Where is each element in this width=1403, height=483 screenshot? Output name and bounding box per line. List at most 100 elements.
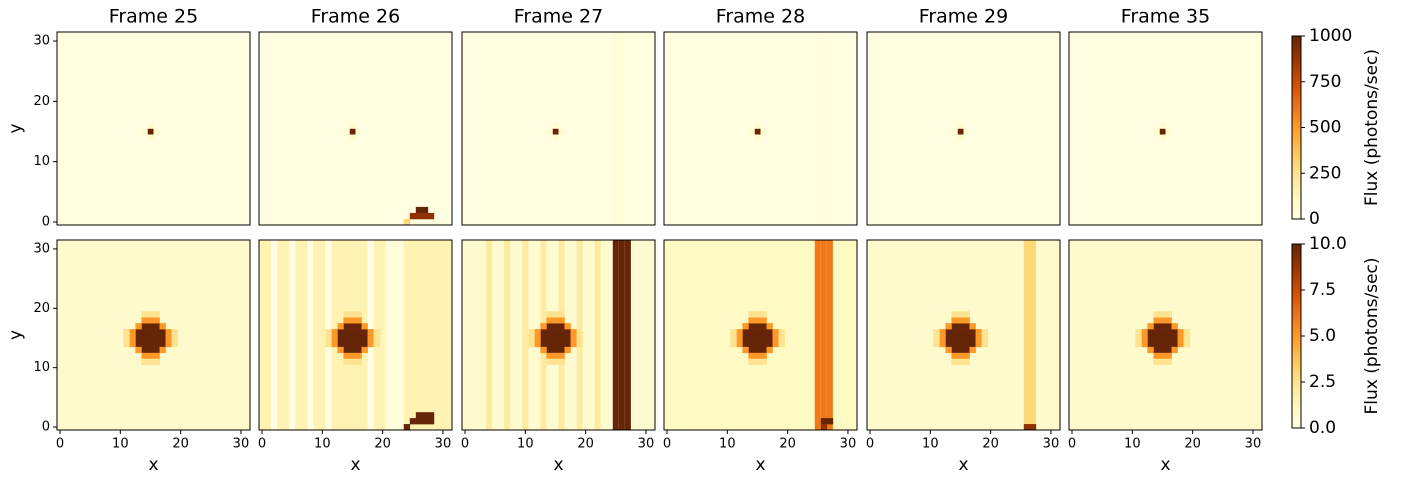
colorbar-tick-label: 0.0 — [1309, 418, 1336, 438]
pixel — [945, 329, 952, 336]
pixel — [766, 335, 773, 342]
pixel — [159, 335, 166, 342]
x-tick-label: 20 — [779, 437, 796, 452]
pixel — [748, 329, 755, 336]
pixel — [153, 329, 160, 336]
pixel — [939, 335, 946, 342]
pixel — [558, 323, 565, 330]
pixel — [564, 323, 571, 330]
pixel — [123, 340, 130, 348]
pixel — [343, 128, 350, 135]
pixel — [558, 358, 565, 365]
pixel — [135, 329, 142, 336]
colorbar-tick-label: 750 — [1309, 72, 1341, 92]
pixel — [951, 317, 958, 324]
pixel — [981, 335, 988, 342]
pixel — [766, 323, 773, 330]
colorbar-tick-label: 250 — [1309, 163, 1341, 183]
pixel — [748, 352, 755, 360]
pixel — [730, 329, 737, 336]
pixel — [349, 329, 356, 336]
pixel — [343, 329, 350, 336]
pixel — [778, 335, 785, 342]
y-tick-label: 0 — [42, 420, 50, 435]
pixel — [754, 311, 761, 318]
pixel — [1165, 329, 1172, 336]
pixel — [343, 352, 350, 360]
pixel — [957, 128, 964, 135]
pixel — [748, 346, 755, 354]
pixel — [135, 346, 142, 354]
pixel — [427, 212, 435, 220]
pixel — [546, 329, 553, 336]
pixel — [975, 329, 982, 336]
pixel — [945, 323, 952, 330]
pixel — [1165, 335, 1172, 342]
column — [618, 240, 625, 430]
x-tick-label: 20 — [1184, 437, 1201, 452]
x-tick-label: 20 — [374, 437, 391, 452]
pixel — [147, 340, 154, 348]
pixel — [748, 335, 755, 342]
axes-frame — [866, 31, 1061, 226]
pixel — [760, 358, 767, 365]
pixel — [153, 323, 160, 330]
pixel — [540, 335, 547, 342]
pixel — [957, 340, 964, 348]
pixel — [540, 323, 547, 330]
panel-title: Frame 27 — [514, 6, 603, 28]
pixel — [1141, 340, 1148, 348]
pixel — [331, 340, 338, 348]
pixel — [558, 329, 565, 336]
pixel — [564, 346, 571, 354]
pixel — [564, 329, 571, 336]
pixel — [552, 329, 559, 336]
pixel — [325, 329, 332, 336]
x-tick-label: 0 — [461, 437, 469, 452]
pixel — [951, 346, 958, 354]
pixel — [135, 323, 142, 330]
pixel — [570, 340, 577, 348]
pixel — [1159, 335, 1166, 342]
pixel — [1177, 329, 1184, 336]
colorbar-tick-label: 500 — [1309, 118, 1341, 138]
pixel — [343, 358, 350, 365]
pixel — [1153, 323, 1160, 330]
x-tick-label: 30 — [1245, 437, 1262, 452]
panel — [1069, 32, 1262, 225]
pixel — [528, 340, 535, 348]
pixel — [171, 340, 178, 348]
pixel — [1153, 311, 1160, 318]
pixel — [969, 323, 976, 330]
colorbar-tick-label: 2.5 — [1309, 372, 1336, 392]
pixel — [760, 128, 767, 135]
pixel — [147, 352, 154, 360]
pixel — [570, 329, 577, 336]
x-tick-label: 10 — [314, 437, 331, 452]
pixel — [171, 329, 178, 336]
pixel — [820, 418, 828, 425]
pixel — [546, 352, 553, 360]
pixel — [1159, 352, 1166, 360]
pixel — [147, 329, 154, 336]
pixel — [1147, 335, 1154, 342]
pixel — [945, 335, 952, 342]
pixel — [748, 128, 755, 135]
pixel — [337, 323, 344, 330]
pixel — [975, 335, 982, 342]
pixel — [760, 352, 767, 360]
pixel — [730, 335, 737, 342]
pixel — [766, 329, 773, 336]
column — [289, 240, 296, 430]
pixel — [427, 418, 435, 425]
pixel — [736, 340, 743, 348]
pixel — [945, 346, 952, 354]
column — [504, 240, 511, 430]
pixel — [367, 329, 374, 336]
pixel — [742, 323, 749, 330]
column — [612, 32, 619, 225]
pixel — [1141, 335, 1148, 342]
pixel — [564, 335, 571, 342]
pixel — [1135, 335, 1142, 342]
colorbar-tick-label: 1000 — [1309, 26, 1352, 46]
